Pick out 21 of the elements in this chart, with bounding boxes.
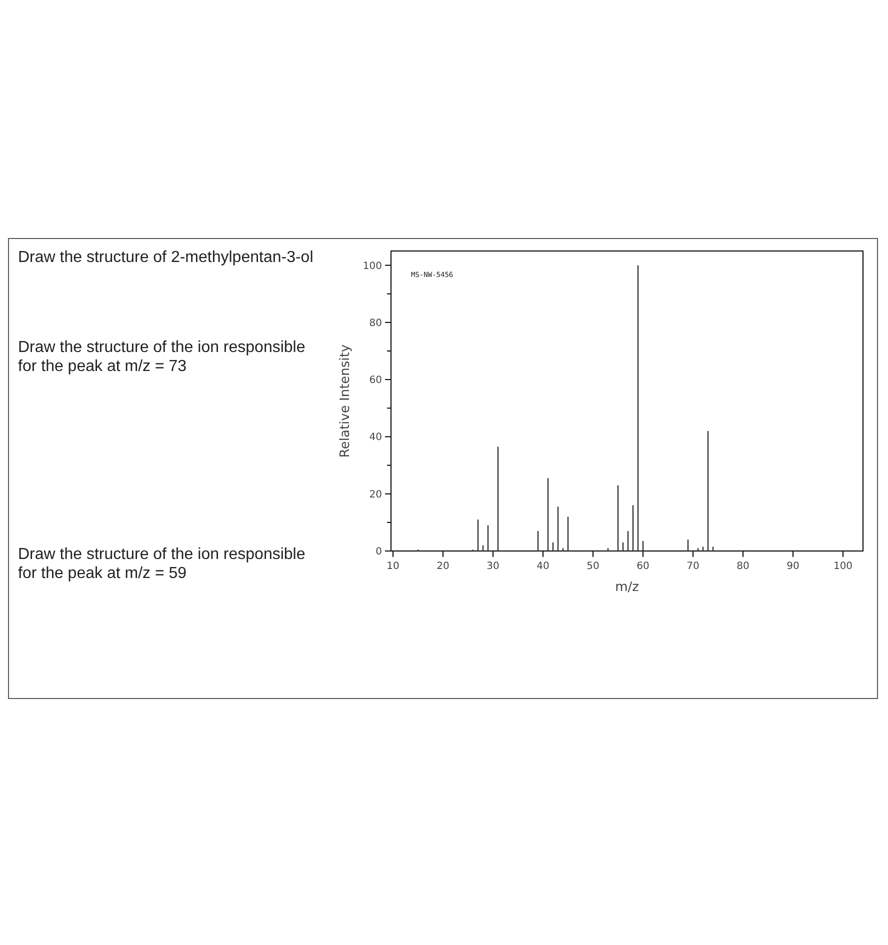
x-tick-label: 60 xyxy=(636,561,650,572)
y-axis-title: Relative Intensity xyxy=(338,344,353,458)
y-tick-label: 100 xyxy=(362,260,382,272)
text: Draw the structure of 2-methylpentan-3-ol xyxy=(18,249,314,266)
x-tick-label: 100 xyxy=(833,561,853,572)
text: Draw the structure of the ion responsible for the peak at m/z = 59 xyxy=(18,546,306,582)
x-tick-label: 30 xyxy=(486,561,500,572)
y-tick-label: 40 xyxy=(369,432,382,444)
text: Draw the structure of the ion responsible for the peak at m/z = 73 xyxy=(18,339,306,375)
x-tick-label: 80 xyxy=(736,561,750,572)
x-axis-title: m/z xyxy=(615,580,640,595)
y-tick-label: 80 xyxy=(369,318,382,329)
x-tick-label: 90 xyxy=(786,561,800,572)
y-tick-label: 60 xyxy=(369,375,382,386)
x-tick-label: 20 xyxy=(436,561,450,572)
x-tick-label: 50 xyxy=(586,561,600,572)
y-tick-label: 20 xyxy=(369,489,382,500)
x-tick-label: 70 xyxy=(686,561,700,572)
x-tick-label: 10 xyxy=(386,561,400,572)
y-tick-label: 0 xyxy=(376,546,382,558)
x-tick-label: 40 xyxy=(536,561,550,572)
